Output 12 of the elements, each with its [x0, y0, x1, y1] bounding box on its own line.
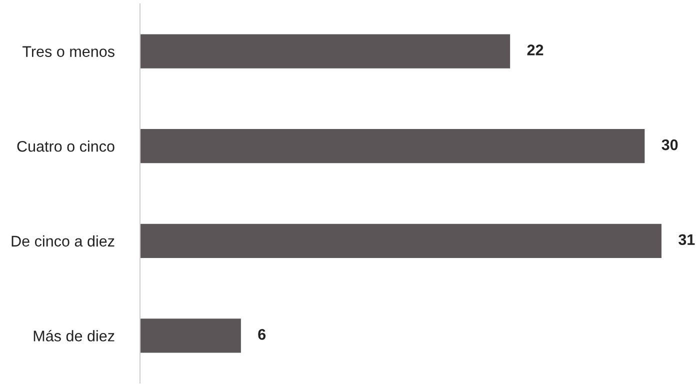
data-label: 31 [678, 234, 695, 246]
data-label: 6 [258, 329, 266, 340]
bar [140, 34, 510, 68]
data-label: 22 [527, 44, 544, 56]
y-tick-label: Tres o menos [22, 46, 114, 57]
y-tick-label: Cuatro o cinco [17, 140, 114, 152]
y-tick-label: De cinco a diez [12, 235, 114, 247]
bar [140, 318, 241, 353]
y-tick-label: Más de diez [34, 330, 114, 342]
data-label: 30 [662, 139, 678, 150]
bar [140, 224, 662, 258]
bar [140, 129, 645, 164]
